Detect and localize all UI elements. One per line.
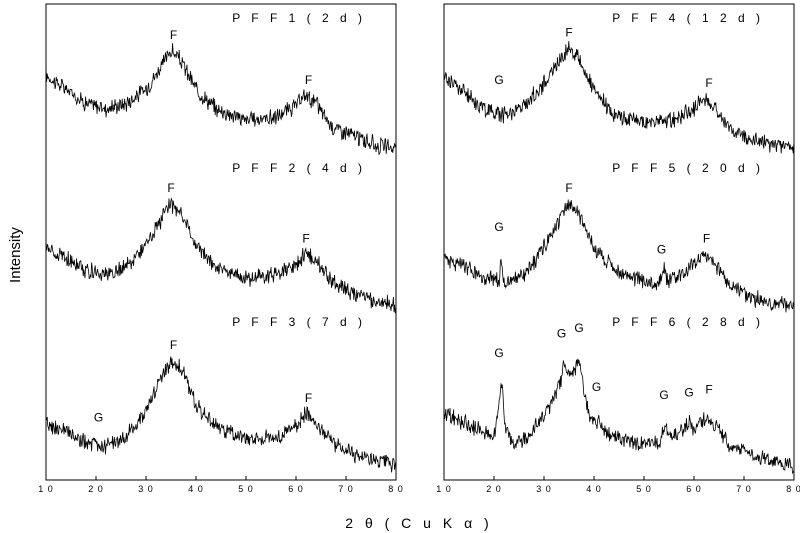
peak-label: G <box>494 220 503 234</box>
xrd-trace <box>443 199 795 313</box>
y-axis-title: Intensity <box>7 227 24 283</box>
peak-label: F <box>703 231 710 245</box>
x-tick-label: 5 0 <box>238 484 254 494</box>
x-tick-label: 4 0 <box>188 484 204 494</box>
x-tick-label: 3 0 <box>138 484 154 494</box>
peak-label: F <box>305 73 312 87</box>
xrd-trace <box>45 43 397 156</box>
peak-label: G <box>657 243 666 257</box>
peak-label: F <box>170 338 177 352</box>
x-tick-label: 6 0 <box>686 484 702 494</box>
xrd-trace <box>45 356 397 473</box>
xrd-trace <box>443 40 795 154</box>
x-axis-title: 2 θ ( C u K α ) <box>345 515 492 531</box>
xrd-trace <box>45 197 397 314</box>
panel-label: P F F 5 ( 2 0 d ) <box>612 161 764 175</box>
x-tick-label: 2 0 <box>486 484 502 494</box>
panel-label: P F F 4 ( 1 2 d ) <box>612 11 764 25</box>
panel-label: P F F 2 ( 4 d ) <box>232 161 366 175</box>
x-tick-label: 4 0 <box>586 484 602 494</box>
panel-label: P F F 3 ( 7 d ) <box>232 315 366 329</box>
x-tick-label: 8 0 <box>786 484 800 494</box>
peak-label: F <box>167 181 174 195</box>
peak-label: F <box>170 28 177 42</box>
peak-label: F <box>565 25 572 39</box>
peak-label: G <box>494 346 503 360</box>
peak-label: F <box>705 383 712 397</box>
peak-label: F <box>302 231 309 245</box>
peak-label: G <box>684 385 693 399</box>
panel-label: P F F 6 ( 2 8 d ) <box>612 315 764 329</box>
peak-label: G <box>574 321 583 335</box>
x-tick-label: 2 0 <box>88 484 104 494</box>
x-tick-label: 1 0 <box>436 484 452 494</box>
x-tick-label: 1 0 <box>38 484 54 494</box>
peak-label: G <box>557 327 566 341</box>
peak-label: G <box>659 388 668 402</box>
peak-label: G <box>94 411 103 425</box>
x-tick-label: 7 0 <box>338 484 354 494</box>
x-tick-label: 5 0 <box>636 484 652 494</box>
peak-label: F <box>305 391 312 405</box>
x-tick-label: 8 0 <box>388 484 404 494</box>
panel-frame <box>443 3 795 481</box>
peak-label: F <box>565 181 572 195</box>
x-tick-label: 7 0 <box>736 484 752 494</box>
panel-frame <box>45 3 397 481</box>
panel-label: P F F 1 ( 2 d ) <box>232 11 366 25</box>
peak-label: G <box>494 73 503 87</box>
peak-label: F <box>705 76 712 90</box>
x-tick-label: 3 0 <box>536 484 552 494</box>
xrd-trace <box>443 358 795 475</box>
x-tick-label: 6 0 <box>288 484 304 494</box>
peak-label: G <box>592 380 601 394</box>
plot-area: 1 0 2 0 3 0 4 0 5 0 6 0 7 0 8 0 P F F 1 ( 2 d ) F… <box>38 3 800 494</box>
